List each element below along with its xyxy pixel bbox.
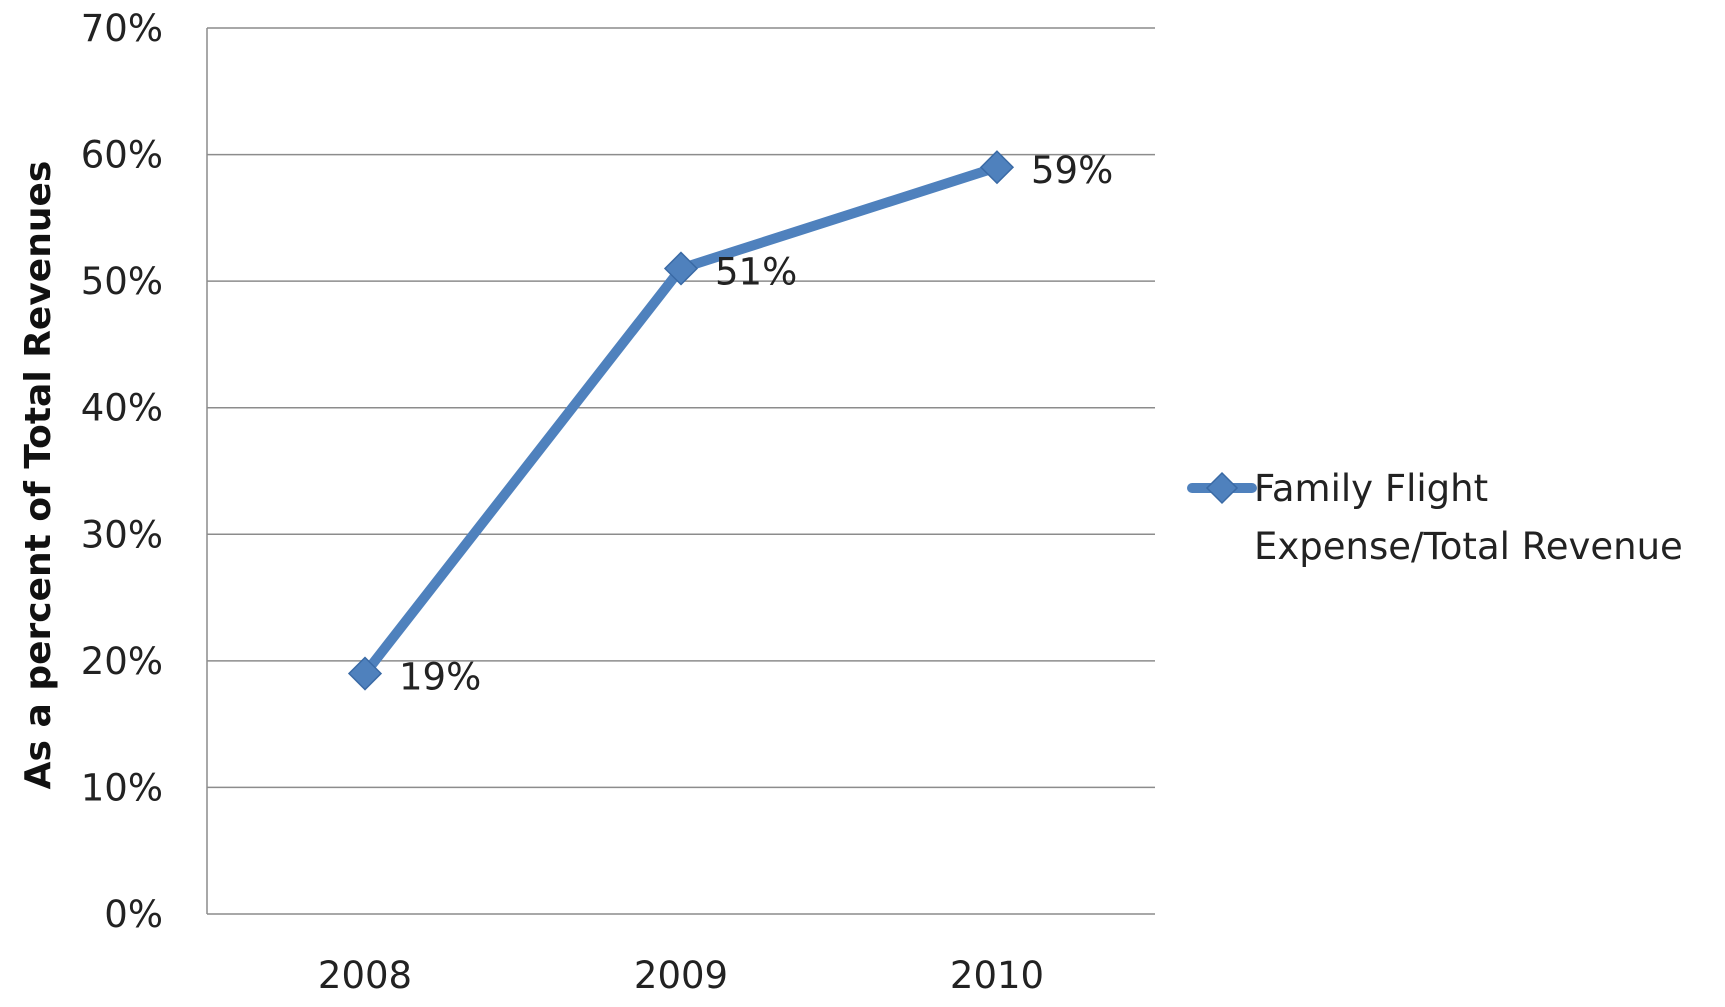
x-tick-label: 2010 [950,954,1044,997]
x-axis-ticks: 2008 2009 2010 [318,954,1044,997]
legend-marker [1205,471,1239,505]
x-tick-label: 2009 [634,954,728,997]
gridlines [206,27,1155,915]
y-axis-ticks: 0% 10% 20% 30% 40% 50% 60% 70% [81,7,163,936]
y-tick-label: 70% [81,7,163,50]
data-label: 59% [1031,149,1113,192]
legend-label: Expense/Total Revenue [1254,525,1683,568]
data-point-marker [347,656,383,691]
y-tick-label: 30% [81,513,163,556]
data-label: 19% [399,656,481,699]
y-tick-label: 50% [81,260,163,303]
data-point-marker [663,251,699,286]
y-axis-label: As a percent of Total Revenues [18,161,59,790]
y-tick-label: 0% [104,893,163,936]
legend-label: Family Flight [1254,467,1488,510]
data-label: 51% [715,250,797,293]
x-tick-label: 2008 [318,954,412,997]
y-tick-label: 20% [81,640,163,683]
legend: Family Flight Expense/Total Revenue [1187,467,1683,568]
y-tick-label: 10% [81,766,163,809]
series-group: 19% 51% 59% [347,149,1113,699]
series-line [360,162,1002,679]
y-tick-label: 40% [81,387,163,430]
data-point-marker [979,150,1015,185]
y-tick-label: 60% [81,134,163,177]
